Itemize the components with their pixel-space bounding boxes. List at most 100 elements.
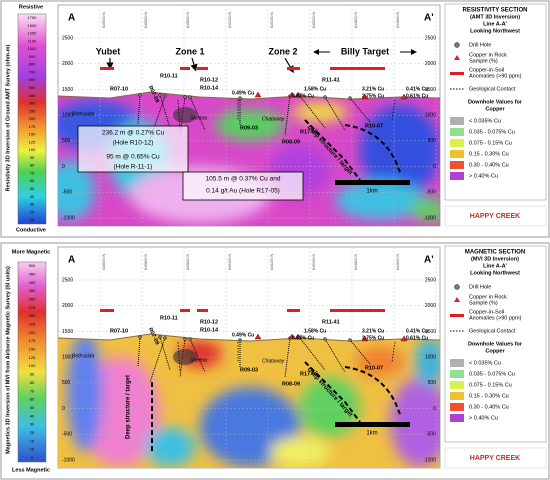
intercept-text: 105.5 m @ 0.37% Cu and [206, 176, 281, 183]
deep-structure [344, 366, 401, 415]
hole-label: R09-03 [240, 125, 258, 131]
elevation-label: 2500 [425, 277, 436, 283]
legend-item: 0.035 - 0.075% Cu [469, 129, 515, 135]
unit-label: Skeena [190, 115, 207, 121]
elevation-label: -500 [426, 190, 436, 196]
elevation-label: -1000 [423, 215, 436, 221]
section-colors [58, 92, 440, 226]
assay-label: 3.21% Cu [362, 86, 384, 92]
legend-symbol [454, 284, 460, 290]
legend-title: RESISTIVITY SECTION [463, 8, 528, 14]
hole-label: R11-41 [322, 77, 340, 83]
legend-swatch [450, 172, 464, 180]
easting-label: 645400 N [228, 254, 232, 271]
drill-trace [159, 94, 171, 129]
section-colors [58, 334, 440, 468]
zone-label: Billy Target [341, 46, 389, 56]
elevation-label: 1000 [425, 354, 436, 360]
legend-subtitle: Downhole Values for [468, 99, 523, 105]
assay-label: 2.75% Cu [362, 93, 384, 99]
colorbar-tick-label: 80 [30, 380, 35, 385]
topography [57, 333, 441, 342]
geological-contact [177, 341, 181, 373]
hole-label: R07-10 [110, 86, 128, 92]
colorbar-tick-label: 150 [29, 347, 36, 352]
elevation-label: -500 [62, 190, 72, 196]
drill-trace [189, 338, 206, 373]
zone-label: Yubet [96, 46, 121, 56]
colorbar-tick-label: 900 [29, 54, 36, 59]
drill-trace [284, 337, 291, 378]
hole-label: R08-09 [282, 381, 300, 387]
legend-item: 0.30 - 0.40% Cu [469, 404, 509, 410]
legend-item: 0.035 - 0.075% Cu [469, 371, 515, 377]
rock-sample [254, 333, 262, 340]
assay-label: 1.58% Cu [304, 86, 326, 92]
assay-label: 0.49% Cu [232, 90, 254, 96]
legend-title: Looking Northwest [470, 28, 520, 34]
easting-label: 644600 N [396, 254, 400, 271]
rock-sample [288, 333, 296, 340]
elevation-label: 500 [428, 380, 437, 386]
easting-label: 645600 N [186, 254, 190, 271]
anomaly [360, 105, 440, 195]
logo: HAPPY CREEK [470, 213, 520, 220]
assay-label: 0.61% Cu [406, 93, 428, 99]
colorbar-bottom-label: Conductive [16, 227, 46, 233]
elevation-label: 0 [433, 164, 436, 170]
colorbar-tick-label: 300 [29, 101, 36, 106]
legend-swatch [450, 150, 464, 158]
colorbar-tick-label: 20 [30, 209, 35, 214]
elevation-label: -500 [426, 432, 436, 438]
drill-collar [188, 95, 192, 99]
legend-item: Copper in Rock [469, 294, 507, 300]
colorbar-tick-label: 500 [29, 85, 36, 90]
topography [57, 91, 441, 100]
colorbar-tick-label: 150 [29, 132, 36, 137]
elevation-label: 1000 [62, 112, 73, 118]
drill-collar [183, 337, 187, 341]
colorbar-tick-label: 20 [30, 430, 35, 435]
colorbar-tick-label: 125 [29, 355, 36, 360]
soil-anomaly [330, 309, 385, 312]
legend-item: Drill Hole [469, 42, 491, 48]
hole-label: R10-14 [200, 85, 219, 91]
colorbar-tick-label: 100 [29, 363, 36, 368]
elevation-label: 2500 [62, 277, 73, 283]
colorbar-tick-label: 1500 [28, 23, 38, 28]
hole-label: R10-11 [160, 315, 178, 321]
legend-item: < 0.035% Cu [469, 118, 501, 124]
soil-anomaly [180, 67, 190, 70]
hole-label: R10-07 [365, 123, 383, 129]
intercept-text: (Hole R-11-1) [114, 164, 153, 171]
rock-sample [361, 93, 369, 100]
colorbar-tick-label: 50 [30, 186, 35, 191]
colorbar-tick-label: 200 [29, 330, 36, 335]
colorbar-tick-label: 800 [29, 62, 36, 67]
elevation-label: -500 [62, 432, 72, 438]
colorbar-tick-label: 80 [30, 163, 35, 168]
drill-trace [349, 97, 371, 123]
legend-subtitle: Downhole Values for [468, 341, 523, 347]
geological-contact [391, 341, 396, 363]
legend-symbol [454, 297, 460, 302]
legend-title: Looking Northwest [470, 270, 520, 276]
legend-item: Copper-in-Soil [469, 67, 504, 73]
drill-trace [299, 95, 326, 129]
drill-trace [179, 96, 186, 136]
colorbar-tick-label: 60 [30, 397, 35, 402]
elevation-label: 500 [62, 138, 71, 144]
legend-subtitle: Copper [485, 348, 505, 354]
colorbar-tick-label: 5 [31, 455, 34, 460]
zone-label: Zone 2 [268, 46, 297, 56]
legend-item: > 0.40% Cu [469, 173, 498, 179]
easting-label: 644600 N [396, 12, 400, 29]
legend-item: Anomalies (>90 ppm) [469, 315, 522, 321]
legend-symbol [454, 55, 460, 60]
easting-label: 644800 N [354, 254, 358, 271]
elevation-label: 2500 [425, 35, 436, 41]
elevation-label: 500 [62, 380, 71, 386]
legend-item: 0.15 - 0.30% Cu [469, 393, 509, 399]
easting-label: 646000 N [102, 254, 106, 271]
